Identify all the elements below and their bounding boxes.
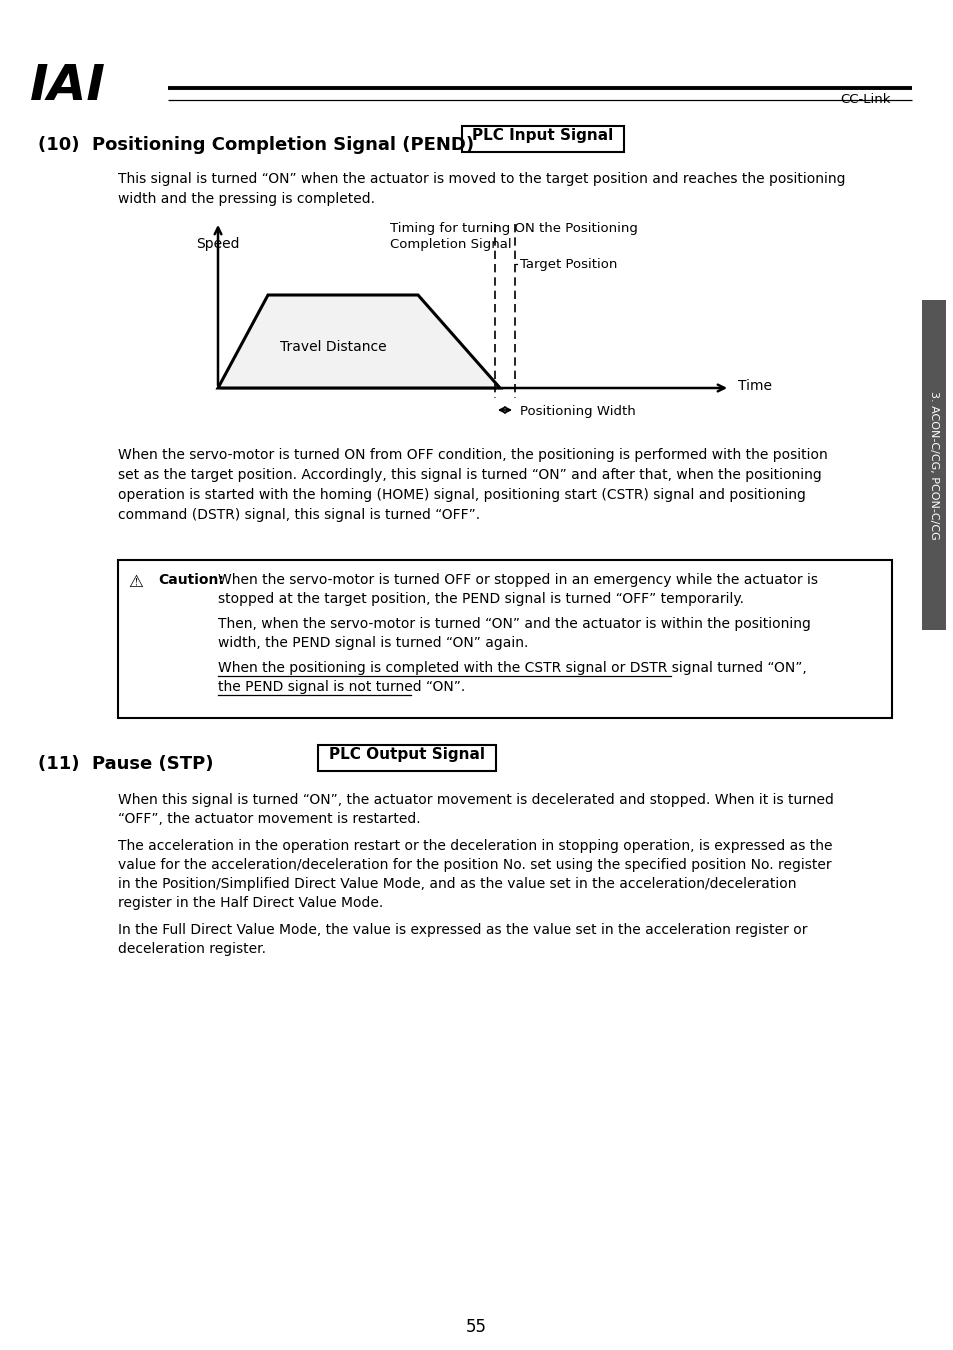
Text: register in the Half Direct Value Mode.: register in the Half Direct Value Mode.: [118, 896, 383, 910]
Text: width and the pressing is completed.: width and the pressing is completed.: [118, 192, 375, 207]
Text: PLC Input Signal: PLC Input Signal: [472, 128, 613, 143]
Text: stopped at the target position, the PEND signal is turned “OFF” temporarily.: stopped at the target position, the PEND…: [218, 593, 743, 606]
Bar: [921, 300, 945, 630]
Text: set as the target position. Accordingly, this signal is turned “ON” and after th: set as the target position. Accordingly,…: [118, 468, 821, 482]
Text: “OFF”, the actuator movement is restarted.: “OFF”, the actuator movement is restarte…: [118, 811, 420, 826]
Bar: [461, 126, 623, 153]
Text: (10)  Positioning Completion Signal (PEND): (10) Positioning Completion Signal (PEND…: [38, 136, 474, 154]
Text: ⚠: ⚠: [128, 572, 143, 591]
Text: 55: 55: [465, 1318, 486, 1336]
Text: value for the acceleration/deceleration for the position No. set using the speci: value for the acceleration/deceleration …: [118, 859, 831, 872]
Text: Caution:: Caution:: [158, 572, 224, 587]
Text: Timing for turning ON the Positioning: Timing for turning ON the Positioning: [390, 221, 638, 235]
Text: When the positioning is completed with the CSTR signal or DSTR signal turned “ON: When the positioning is completed with t…: [218, 662, 806, 675]
Text: IAI: IAI: [30, 62, 106, 109]
Text: In the Full Direct Value Mode, the value is expressed as the value set in the ac: In the Full Direct Value Mode, the value…: [118, 923, 806, 937]
Text: PLC Output Signal: PLC Output Signal: [329, 747, 484, 761]
Text: Speed: Speed: [195, 238, 239, 251]
Text: Completion Signal: Completion Signal: [390, 238, 511, 251]
Text: width, the PEND signal is turned “ON” again.: width, the PEND signal is turned “ON” ag…: [218, 636, 528, 649]
Text: CC-Link: CC-Link: [840, 93, 889, 107]
Text: deceleration register.: deceleration register.: [118, 942, 266, 956]
Text: Target Position: Target Position: [519, 258, 617, 271]
Text: operation is started with the homing (HOME) signal, positioning start (CSTR) sig: operation is started with the homing (HO…: [118, 487, 805, 502]
Text: When this signal is turned “ON”, the actuator movement is decelerated and stoppe: When this signal is turned “ON”, the act…: [118, 792, 833, 807]
Text: command (DSTR) signal, this signal is turned “OFF”.: command (DSTR) signal, this signal is tu…: [118, 508, 479, 522]
Bar: [118, 560, 891, 718]
Text: in the Position/Simplified Direct Value Mode, and as the value set in the accele: in the Position/Simplified Direct Value …: [118, 878, 796, 891]
Polygon shape: [218, 296, 499, 387]
Text: When the servo-motor is turned ON from OFF condition, the positioning is perform: When the servo-motor is turned ON from O…: [118, 448, 827, 462]
Text: 3. ACON-C/CG, PCON-C/CG: 3. ACON-C/CG, PCON-C/CG: [928, 390, 938, 540]
Text: The acceleration in the operation restart or the deceleration in stopping operat: The acceleration in the operation restar…: [118, 838, 832, 853]
Text: Time: Time: [738, 379, 771, 393]
Text: the PEND signal is not turned “ON”.: the PEND signal is not turned “ON”.: [218, 680, 465, 694]
Text: (11)  Pause (STP): (11) Pause (STP): [38, 755, 213, 774]
Text: This signal is turned “ON” when the actuator is moved to the target position and: This signal is turned “ON” when the actu…: [118, 171, 844, 186]
Text: Then, when the servo-motor is turned “ON” and the actuator is within the positio: Then, when the servo-motor is turned “ON…: [218, 617, 810, 630]
Text: When the servo-motor is turned OFF or stopped in an emergency while the actuator: When the servo-motor is turned OFF or st…: [218, 572, 817, 587]
Text: Travel Distance: Travel Distance: [280, 340, 386, 354]
Text: Positioning Width: Positioning Width: [519, 405, 635, 418]
Bar: [317, 745, 496, 771]
